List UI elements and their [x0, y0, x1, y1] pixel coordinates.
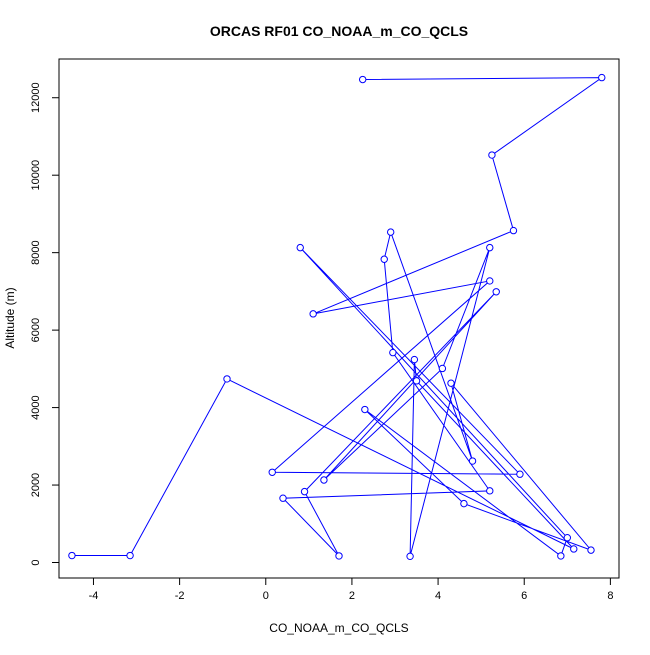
x-tick-label: 0	[263, 590, 269, 602]
data-point	[386, 228, 395, 236]
data-point	[309, 310, 317, 318]
data-point	[406, 552, 414, 561]
x-tick-label: 6	[521, 590, 527, 602]
data-point	[468, 457, 477, 465]
data-point	[361, 405, 369, 414]
data-point	[412, 377, 421, 385]
data-point	[126, 551, 134, 560]
y-tick-label: 6000	[30, 318, 42, 342]
x-axis: -4 -2 0 2 4 6 8	[89, 577, 613, 602]
data-point	[410, 355, 419, 364]
x-axis-label: CO_NOAA_m_CO_QCLS	[269, 621, 408, 635]
x-tick-label: 2	[349, 590, 355, 602]
x-tick-label: 8	[607, 590, 613, 602]
plot-frame	[58, 58, 620, 579]
data-point	[486, 243, 494, 252]
data-point	[598, 73, 606, 82]
data-point	[223, 375, 231, 383]
data-point	[509, 226, 518, 235]
data-point	[460, 499, 468, 508]
x-tick-label: -4	[89, 590, 99, 602]
x-tick-label: 4	[435, 590, 441, 602]
data-point	[320, 476, 328, 484]
data-point	[587, 546, 595, 554]
data-point	[570, 545, 578, 553]
data-point	[358, 75, 367, 84]
y-tick-label: 2000	[30, 473, 42, 497]
data-point	[268, 468, 276, 476]
data-point	[380, 255, 388, 263]
series-layer	[68, 73, 606, 561]
y-axis-label: Altitude (m)	[3, 287, 17, 348]
x-tick-label: -2	[175, 590, 185, 602]
y-tick-label: 12000	[30, 82, 42, 113]
series-line	[71, 77, 604, 557]
data-point	[563, 534, 572, 542]
data-point	[492, 288, 500, 296]
data-point	[335, 552, 343, 560]
y-tick-label: 0	[30, 559, 42, 565]
data-point	[389, 348, 397, 357]
data-point	[488, 151, 496, 159]
y-tick-label: 8000	[30, 240, 42, 264]
y-tick-label: 4000	[30, 395, 42, 419]
data-point	[68, 551, 76, 560]
data-point	[438, 364, 447, 373]
data-point	[279, 494, 287, 502]
chart-title: ORCAS RF01 CO_NOAA_m_CO_QCLS	[210, 23, 468, 39]
y-tick-label: 10000	[30, 160, 42, 191]
data-point	[296, 243, 304, 252]
data-point	[447, 379, 455, 387]
data-point	[300, 487, 309, 496]
data-point	[516, 470, 524, 478]
data-point	[486, 277, 494, 285]
data-point	[486, 487, 494, 495]
data-point	[557, 552, 565, 560]
y-axis: 0 2000 4000 6000 8000 10000 12000	[30, 82, 60, 566]
